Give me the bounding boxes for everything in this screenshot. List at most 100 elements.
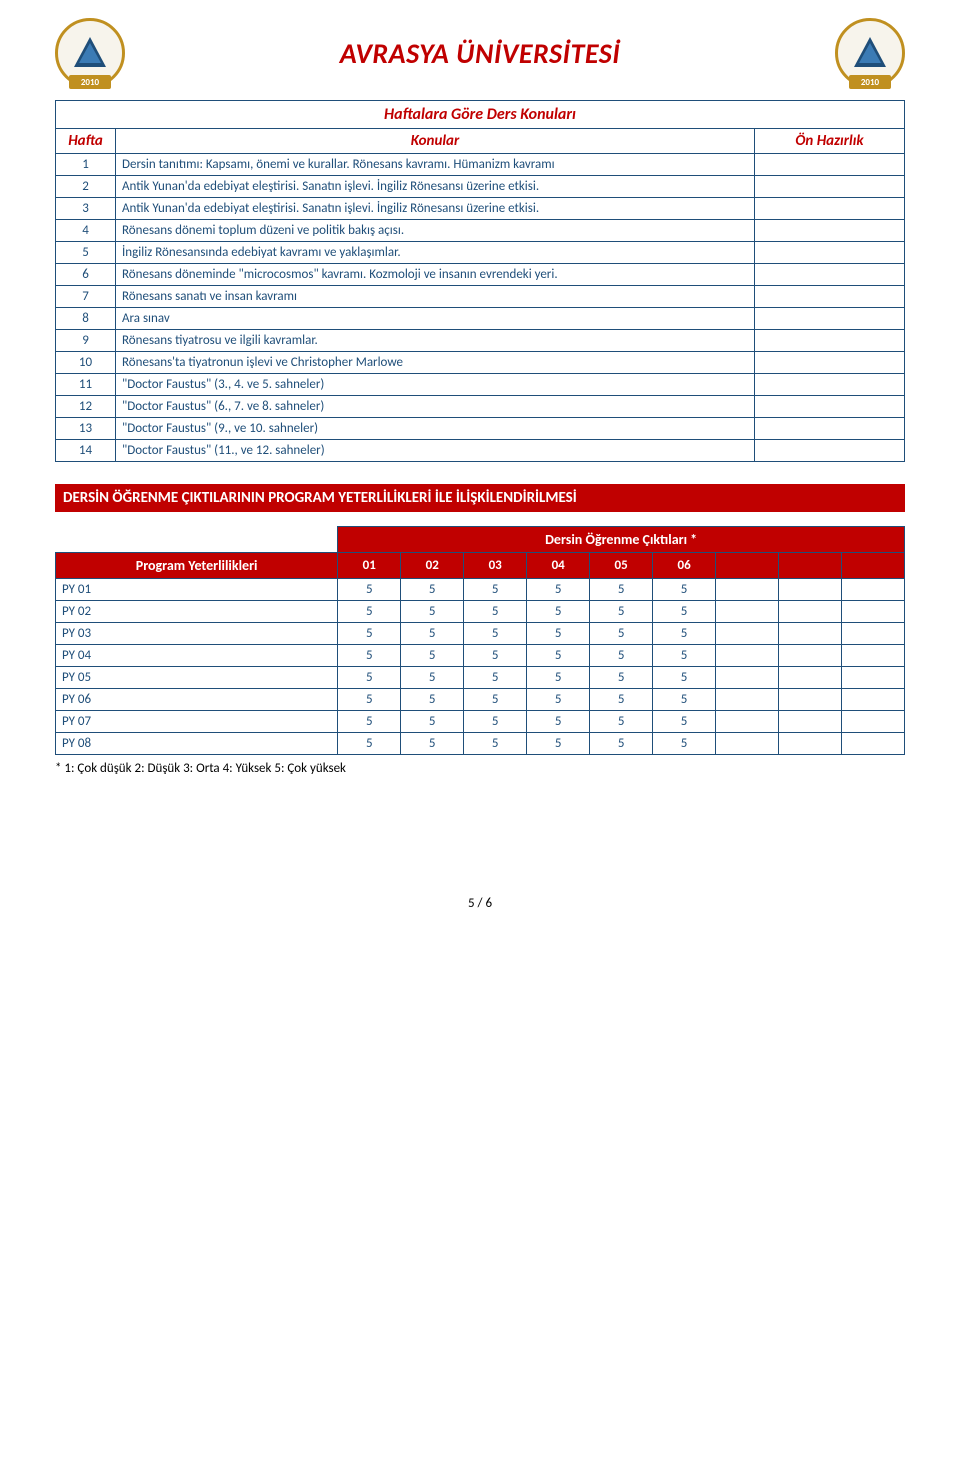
- table-row: PY 04555555: [56, 645, 905, 667]
- week-prep: [755, 220, 905, 242]
- week-number: 5: [56, 242, 116, 264]
- matrix-value: 5: [464, 645, 527, 667]
- table-row: 2Antik Yunan'da edebiyat eleştirisi. San…: [56, 176, 905, 198]
- week-number: 1: [56, 154, 116, 176]
- matrix-value: 5: [401, 645, 464, 667]
- matrix-empty: [779, 689, 842, 711]
- table-row: PY 02555555: [56, 601, 905, 623]
- matrix-empty: [716, 623, 779, 645]
- table-row: PY 05555555: [56, 667, 905, 689]
- matrix-value: 5: [527, 667, 590, 689]
- matrix-value: 5: [464, 601, 527, 623]
- matrix-value: 5: [401, 733, 464, 755]
- week-topic: İngiliz Rönesansında edebiyat kavramı ve…: [116, 242, 755, 264]
- section-banner: DERSİN ÖĞRENME ÇIKTILARININ PROGRAM YETE…: [55, 484, 905, 512]
- matrix-value: 5: [590, 711, 653, 733]
- py-row-name: PY 05: [56, 667, 338, 689]
- matrix-value: 5: [590, 601, 653, 623]
- matrix-empty: [716, 733, 779, 755]
- col-week-header: Hafta: [56, 129, 116, 154]
- matrix-value: 5: [338, 667, 401, 689]
- table-row: PY 06555555: [56, 689, 905, 711]
- table-row: 14"Doctor Faustus" (11., ve 12. sahneler…: [56, 440, 905, 462]
- matrix-value: 5: [590, 645, 653, 667]
- matrix-value: 5: [527, 601, 590, 623]
- week-number: 14: [56, 440, 116, 462]
- week-number: 11: [56, 374, 116, 396]
- matrix-value: 5: [653, 667, 716, 689]
- week-number: 2: [56, 176, 116, 198]
- week-prep: [755, 396, 905, 418]
- page-title: AVRASYA ÜNİVERSİTESİ: [125, 36, 835, 71]
- matrix-value: 5: [653, 733, 716, 755]
- col-topic-header: Konular: [116, 129, 755, 154]
- matrix-blank: [56, 527, 338, 553]
- week-topic: "Doctor Faustus" (11., ve 12. sahneler): [116, 440, 755, 462]
- table-row: PY 03555555: [56, 623, 905, 645]
- week-topic: "Doctor Faustus" (6., 7. ve 8. sahneler): [116, 396, 755, 418]
- table-row: 12"Doctor Faustus" (6., 7. ve 8. sahnele…: [56, 396, 905, 418]
- matrix-value: 5: [527, 733, 590, 755]
- table-row: 9Rönesans tiyatrosu ve ilgili kavramlar.: [56, 330, 905, 352]
- university-logo-left: 2010: [55, 18, 125, 88]
- week-prep: [755, 330, 905, 352]
- py-row-name: PY 03: [56, 623, 338, 645]
- matrix-value: 5: [590, 623, 653, 645]
- matrix-value: 5: [464, 579, 527, 601]
- week-topic: Dersin tanıtımı: Kapsamı, önemi ve kural…: [116, 154, 755, 176]
- matrix-value: 5: [653, 601, 716, 623]
- matrix-empty: [716, 601, 779, 623]
- outcome-col-header: 01: [338, 553, 401, 579]
- table-row: 8Ara sınav: [56, 308, 905, 330]
- table-row: 3Antik Yunan'da edebiyat eleştirisi. San…: [56, 198, 905, 220]
- outcome-col-header: 02: [401, 553, 464, 579]
- matrix-value: 5: [653, 645, 716, 667]
- week-prep: [755, 264, 905, 286]
- matrix-empty: [716, 689, 779, 711]
- matrix-value: 5: [338, 579, 401, 601]
- matrix-value: 5: [527, 579, 590, 601]
- py-row-name: PY 08: [56, 733, 338, 755]
- matrix-value: 5: [464, 623, 527, 645]
- matrix-value: 5: [527, 689, 590, 711]
- matrix-empty: [716, 645, 779, 667]
- matrix-empty: [842, 579, 905, 601]
- university-logo-right: 2010: [835, 18, 905, 88]
- week-number: 10: [56, 352, 116, 374]
- table-row: 7Rönesans sanatı ve insan kavramı: [56, 286, 905, 308]
- table-row: 10Rönesans'ta tiyatronun işlevi ve Chris…: [56, 352, 905, 374]
- week-prep: [755, 176, 905, 198]
- matrix-empty: [842, 711, 905, 733]
- outcome-col-header: 06: [653, 553, 716, 579]
- week-prep: [755, 374, 905, 396]
- matrix-empty: [779, 601, 842, 623]
- matrix-empty: [842, 601, 905, 623]
- weekly-table-title: Haftalara Göre Ders Konuları: [56, 101, 905, 129]
- week-topic: Ara sınav: [116, 308, 755, 330]
- week-prep: [755, 308, 905, 330]
- week-prep: [755, 242, 905, 264]
- py-row-name: PY 06: [56, 689, 338, 711]
- matrix-value: 5: [590, 579, 653, 601]
- col-prep-header: Ön Hazırlık: [755, 129, 905, 154]
- rating-scale-footnote: * 1: Çok düşük 2: Düşük 3: Orta 4: Yükse…: [55, 761, 905, 776]
- week-topic: Antik Yunan'da edebiyat eleştirisi. Sana…: [116, 176, 755, 198]
- week-number: 4: [56, 220, 116, 242]
- py-row-name: PY 07: [56, 711, 338, 733]
- matrix-value: 5: [401, 667, 464, 689]
- week-number: 7: [56, 286, 116, 308]
- table-row: 11"Doctor Faustus" (3., 4. ve 5. sahnele…: [56, 374, 905, 396]
- matrix-empty: [842, 689, 905, 711]
- matrix-value: 5: [401, 711, 464, 733]
- matrix-empty: [716, 579, 779, 601]
- matrix-empty: [779, 645, 842, 667]
- matrix-value: 5: [401, 579, 464, 601]
- table-row: 13"Doctor Faustus" (9., ve 10. sahneler): [56, 418, 905, 440]
- matrix-empty: [842, 733, 905, 755]
- matrix-empty: [842, 667, 905, 689]
- week-number: 12: [56, 396, 116, 418]
- week-prep: [755, 440, 905, 462]
- matrix-value: 5: [464, 733, 527, 755]
- matrix-value: 5: [653, 623, 716, 645]
- week-prep: [755, 154, 905, 176]
